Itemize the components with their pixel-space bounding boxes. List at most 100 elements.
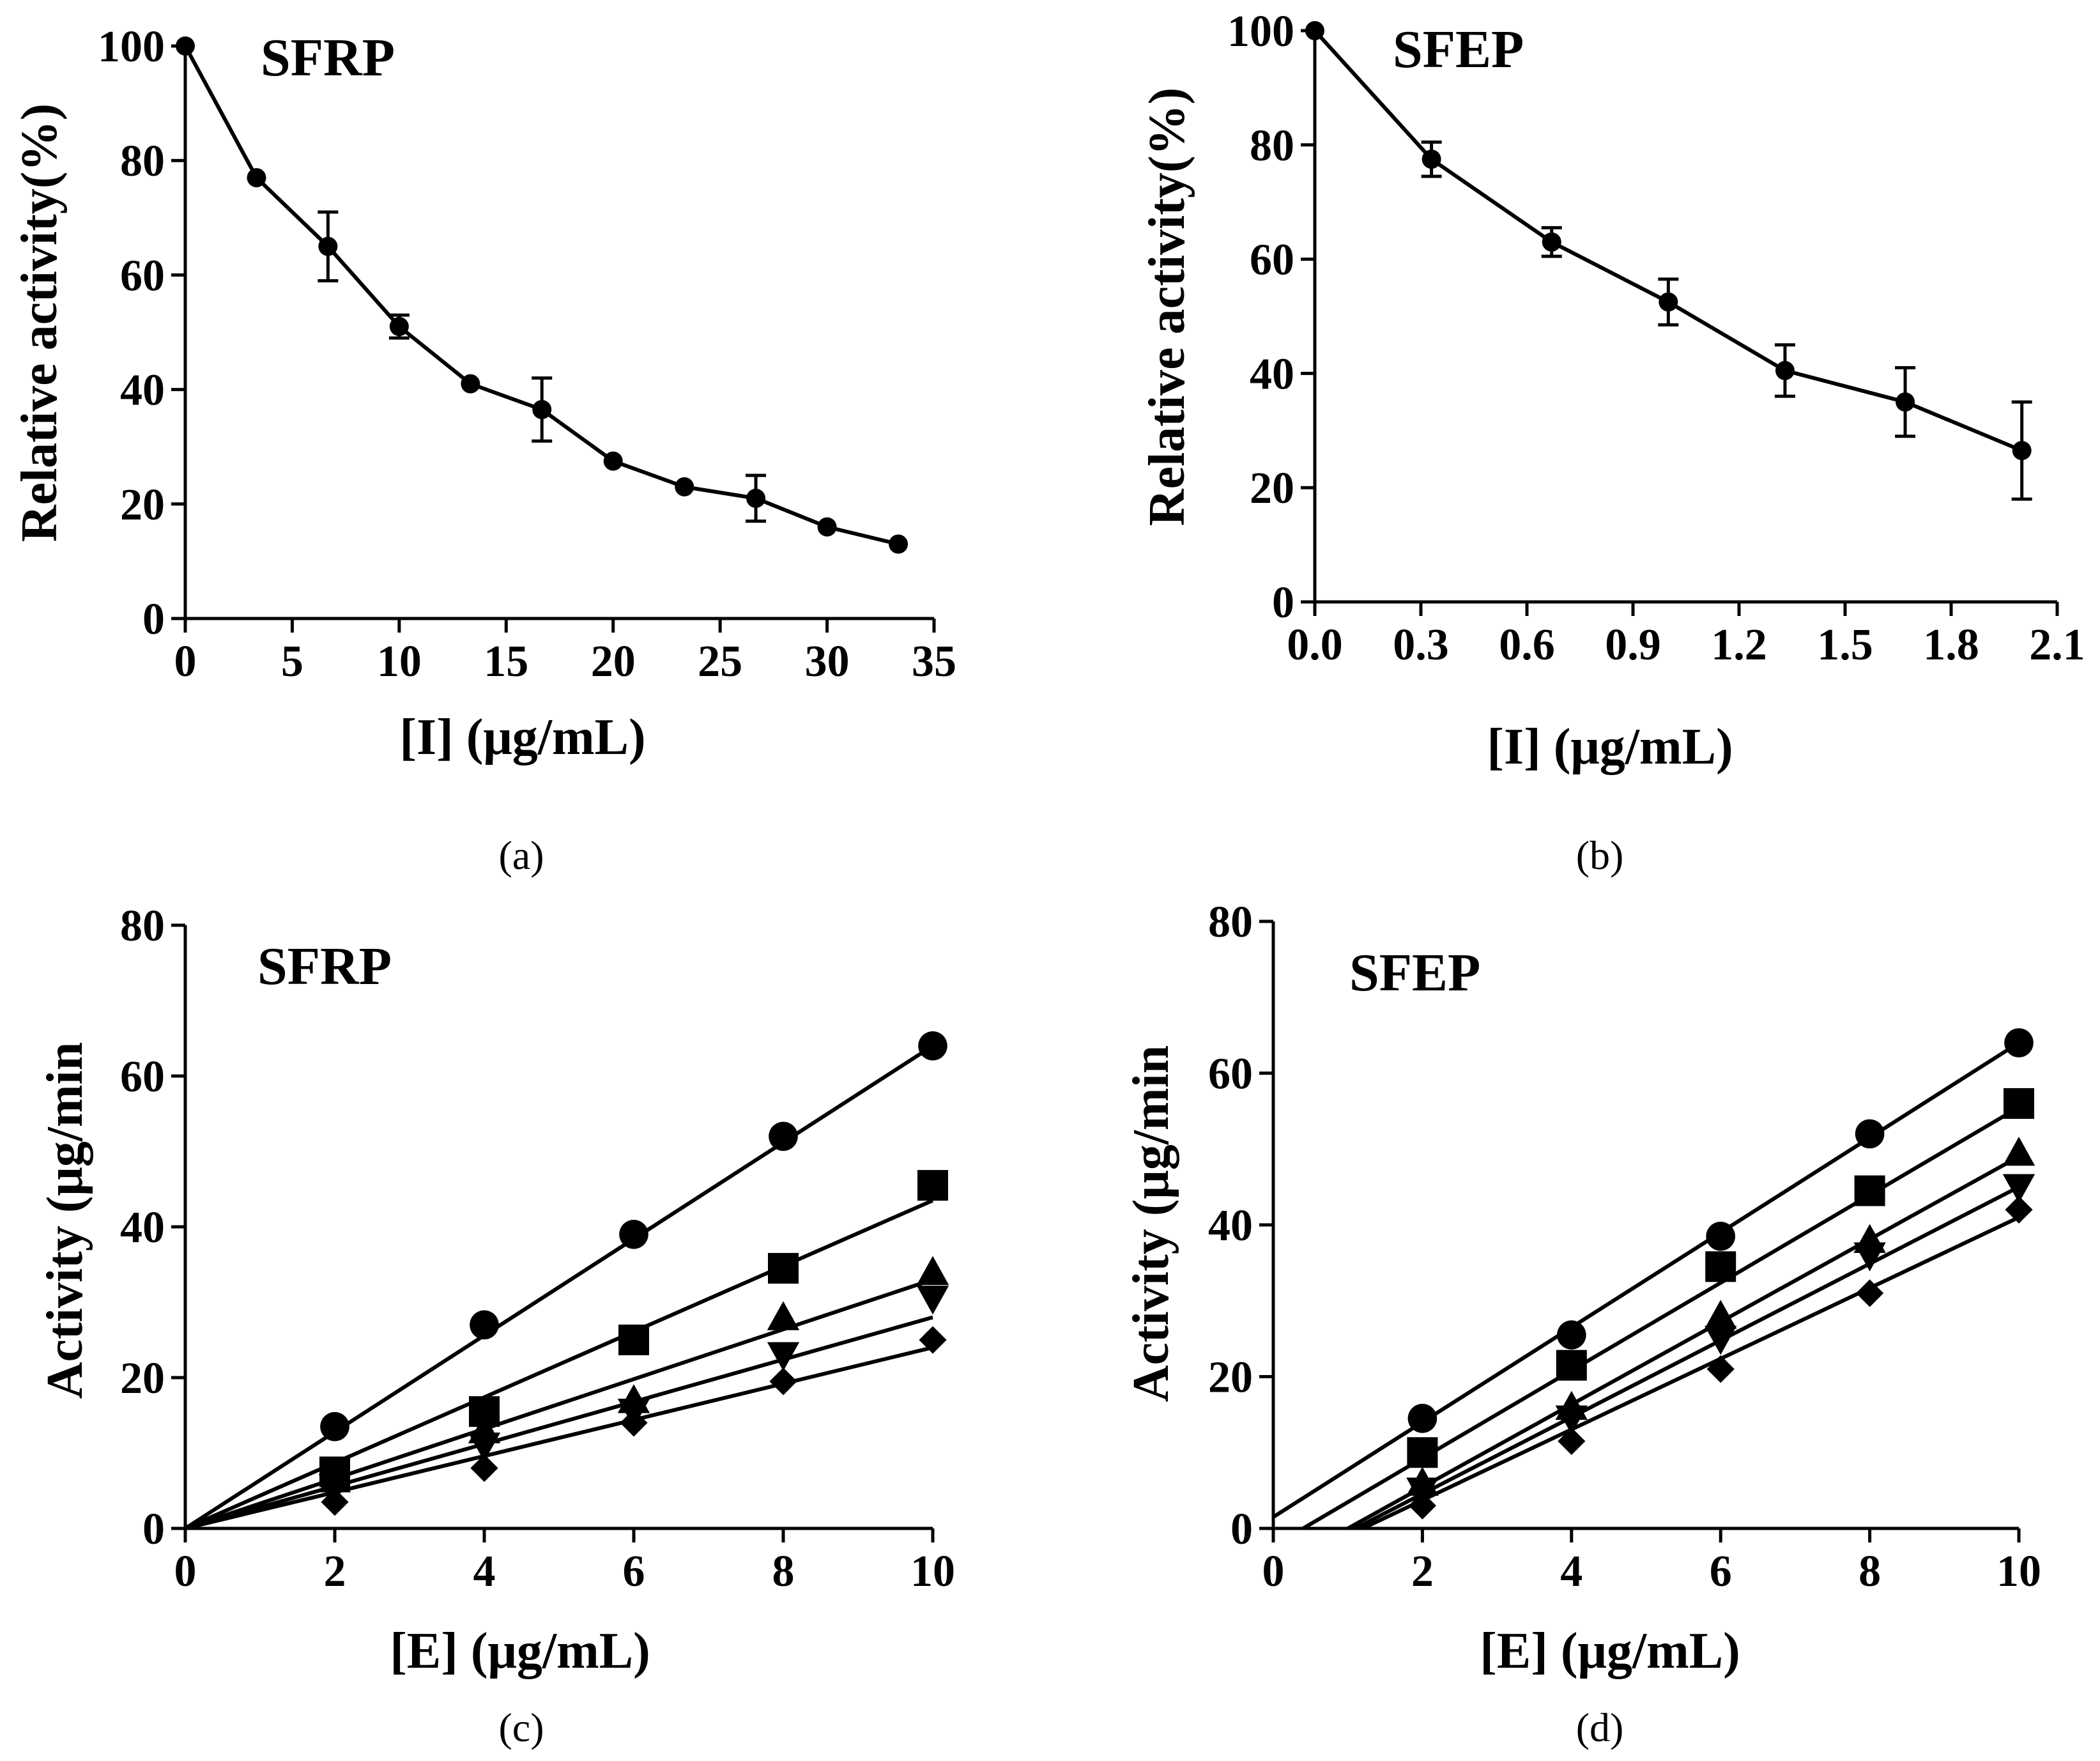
data-point <box>1305 21 1324 40</box>
data-point-square <box>1854 1175 1885 1206</box>
y-tick-label: 80 <box>120 902 165 951</box>
x-tick-label: 2 <box>1411 1547 1434 1596</box>
data-point-diamond <box>470 1454 498 1482</box>
panel-c: 0 2 4 6 8 10 0 20 40 60 80 SFRP [E] (μg/mL) Activi… <box>37 902 955 1750</box>
y-tick-label: 0 <box>1272 578 1294 627</box>
data-point <box>817 517 837 537</box>
data-point-square <box>618 1325 649 1355</box>
x-tick-label: 0 <box>1262 1547 1285 1596</box>
y-tick-label: 100 <box>98 22 165 72</box>
data-point-triangle-down <box>468 1433 501 1462</box>
data-point <box>461 374 480 394</box>
fit-line <box>1361 1215 2020 1530</box>
data-point-diamond <box>919 1326 947 1354</box>
data-point-diamond <box>1856 1279 1884 1307</box>
fit-line <box>184 1198 934 1530</box>
y-tick-label: 20 <box>120 1354 165 1403</box>
x-tick-label: 8 <box>772 1547 795 1596</box>
panel-d-ylabel: Activity (μg/min <box>1123 1045 1179 1403</box>
data-point-triangle-up <box>916 1256 949 1285</box>
data-point <box>1896 392 1915 412</box>
data-point-triangle-down <box>1853 1242 1886 1272</box>
panel-d-plot: 0 2 4 6 8 10 0 20 40 60 80 <box>1208 898 2041 1596</box>
panel-c-xlabel: [E] (μg/mL) <box>390 1623 650 1679</box>
x-tick-label: 4 <box>473 1547 496 1596</box>
y-tick-label: 60 <box>1208 1050 1253 1099</box>
panel-a-plot: 0 5 10 15 20 25 30 35 0 20 40 60 80 100 <box>98 22 956 686</box>
y-tick-label: 60 <box>120 251 165 300</box>
data-point-triangle-down <box>2002 1174 2035 1203</box>
x-tick-label: 10 <box>377 637 422 686</box>
data-point-circle <box>1706 1222 1735 1251</box>
data-point-circle <box>320 1411 349 1442</box>
x-tick-label: 0.9 <box>1605 620 1661 670</box>
data-point-square <box>917 1170 948 1201</box>
y-tick-label: 0 <box>142 595 165 644</box>
series-line <box>1313 29 2023 452</box>
data-point-circle <box>1855 1119 1885 1149</box>
data-point-circle <box>1557 1320 1586 1350</box>
data-point-triangle-up <box>1705 1300 1737 1329</box>
data-point <box>889 534 908 554</box>
fit-line <box>1347 1155 2020 1530</box>
data-point-triangle-down <box>767 1342 800 1371</box>
data-point-square <box>2004 1088 2034 1119</box>
fit-line <box>185 1315 933 1530</box>
x-tick-label: 30 <box>805 637 850 686</box>
data-point-triangle-down <box>916 1285 949 1315</box>
x-tick-label: 0.3 <box>1393 620 1449 670</box>
data-point <box>389 317 409 337</box>
y-tick-label: 20 <box>120 481 165 530</box>
panel-d-title: SFEP <box>1349 943 1480 1003</box>
data-point <box>1659 292 1678 312</box>
fit-line <box>1272 1041 2020 1519</box>
data-point <box>603 451 623 471</box>
panel-c-caption: (c) <box>498 1705 544 1750</box>
data-point-diamond <box>1408 1491 1436 1519</box>
data-point-circle <box>918 1031 947 1061</box>
x-tick-label: 0 <box>174 637 197 686</box>
data-point <box>746 488 766 508</box>
x-tick-label: 6 <box>1710 1547 1732 1596</box>
x-tick-label: 35 <box>912 637 956 686</box>
y-tick-label: 20 <box>1208 1353 1253 1403</box>
data-point-square <box>1705 1251 1736 1282</box>
panel-a-caption: (a) <box>498 833 544 878</box>
y-tick-label: 40 <box>1250 350 1294 399</box>
panel-b-ylabel: Relative activity(%) <box>1139 88 1195 526</box>
y-tick-label: 60 <box>1250 236 1294 285</box>
panel-c-plot: 0 2 4 6 8 10 0 20 40 60 80 <box>120 902 955 1596</box>
panel-a: 0 5 10 15 20 25 30 35 0 20 40 60 80 100 SFRP [I] (μg/… <box>11 22 956 878</box>
data-point-square <box>1407 1437 1438 1468</box>
x-tick-label: 15 <box>484 637 528 686</box>
fit-line <box>184 1044 934 1530</box>
y-tick-label: 0 <box>1230 1505 1253 1554</box>
series-line <box>183 45 899 546</box>
panel-b-plot: 0.0 0.3 0.6 0.9 1.2 1.5 1.8 2.1 0 20 40 60 80 100 <box>1227 7 2085 670</box>
x-tick-label: 20 <box>591 637 636 686</box>
data-point-triangle-up <box>2002 1136 2035 1166</box>
panel-d-caption: (d) <box>1576 1705 1624 1750</box>
data-point-circle <box>619 1220 648 1249</box>
panel-c-ylabel: Activity (μg/min <box>37 1042 93 1399</box>
data-point-circle <box>1407 1404 1437 1433</box>
x-tick-label: 1.2 <box>1711 620 1767 670</box>
data-point-triangle-down <box>1555 1405 1588 1435</box>
data-point <box>176 36 195 56</box>
x-tick-label: 5 <box>281 637 303 686</box>
y-tick-label: 60 <box>120 1052 165 1102</box>
panel-c-title: SFRP <box>257 937 392 996</box>
y-tick-label: 0 <box>142 1505 165 1554</box>
panel-b-caption: (b) <box>1576 833 1624 878</box>
data-point <box>2012 441 2032 461</box>
panel-b-xlabel: [I] (μg/mL) <box>1487 719 1733 775</box>
data-point-triangle-down <box>1705 1325 1737 1355</box>
x-tick-label: 0.0 <box>1287 620 1343 670</box>
data-point-circle <box>769 1121 798 1151</box>
x-tick-label: 2.1 <box>2029 620 2085 670</box>
data-point-diamond <box>620 1409 648 1437</box>
data-point-square <box>768 1252 799 1284</box>
data-point-diamond <box>1558 1427 1586 1456</box>
data-point-diamond <box>1706 1355 1735 1383</box>
